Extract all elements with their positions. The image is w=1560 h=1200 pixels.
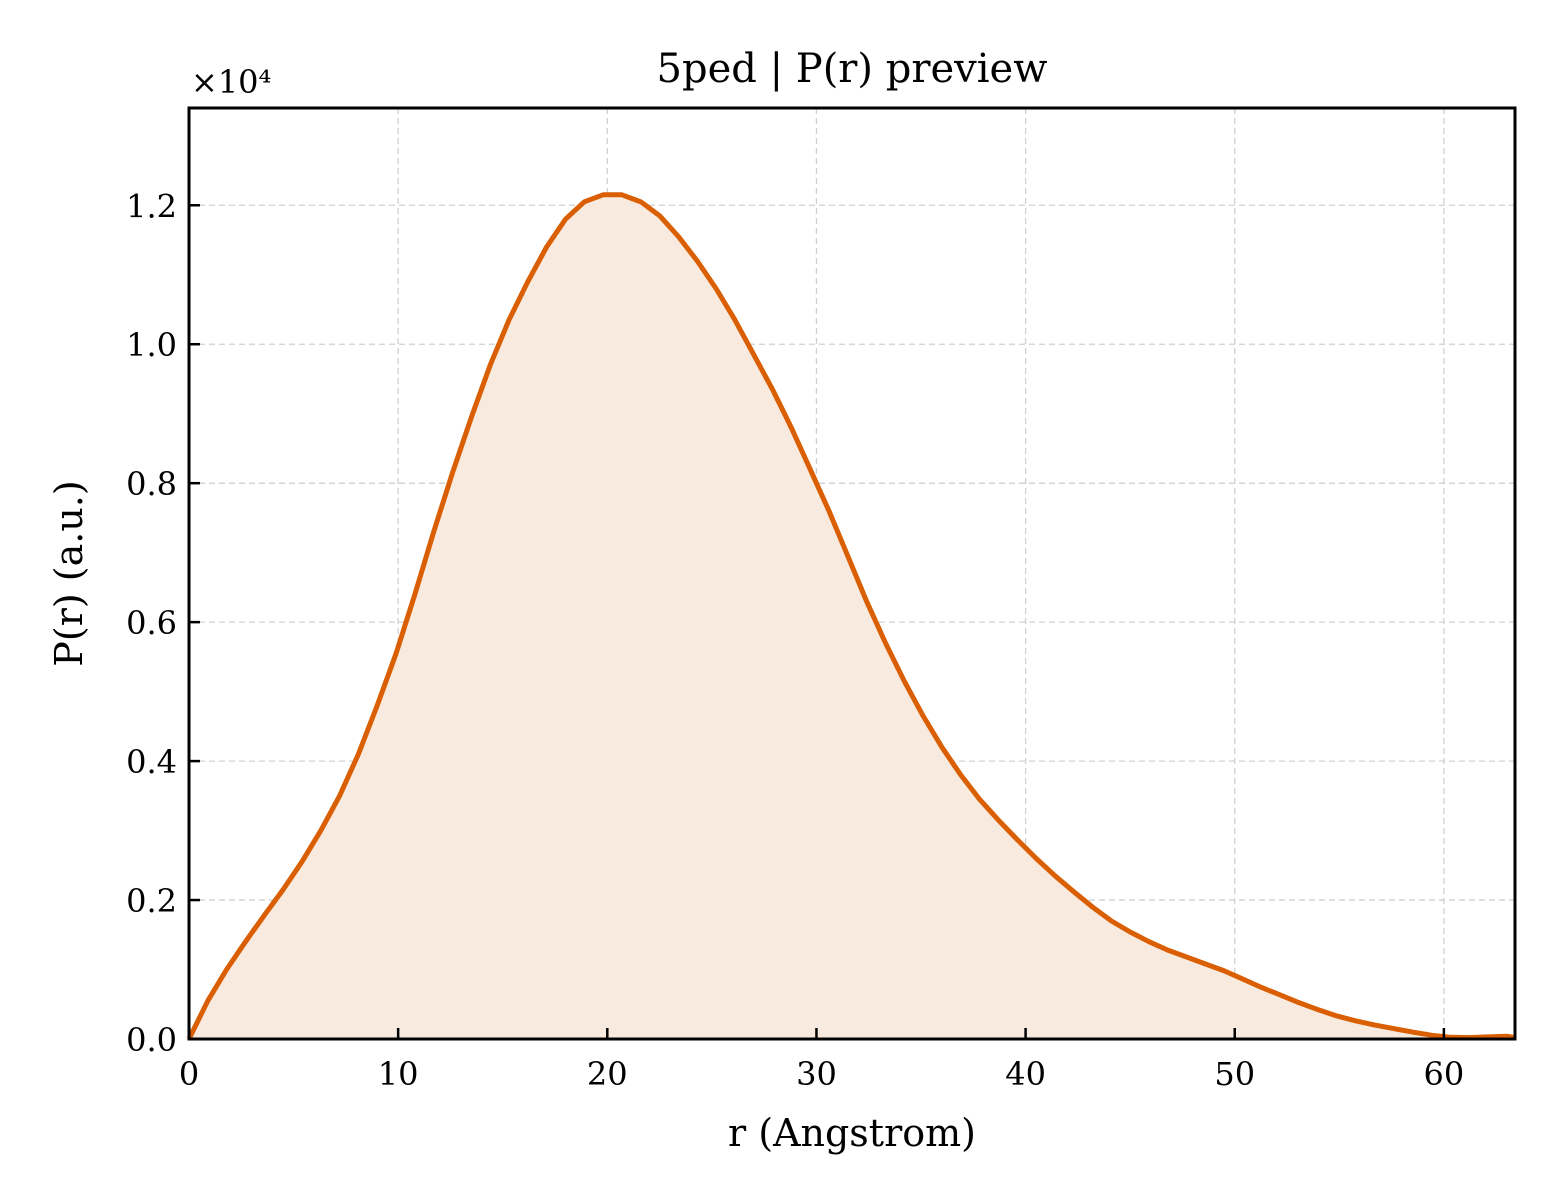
y-axis-multiplier: ×10⁴ [191,63,271,101]
y-tick-label-4: 0.8 [126,465,177,503]
pr-series-line [186,192,1516,1041]
chart-title: 5ped | P(r) preview [657,46,1048,92]
pr-area-fill [189,194,1515,1040]
x-tick-label-6: 60 [1424,1055,1465,1093]
y-tick-label-3: 0.6 [126,604,177,642]
x-tick-label-2: 20 [587,1055,628,1093]
y-tick-label-2: 0.4 [126,743,177,781]
y-tick-label-1: 0.2 [126,882,177,920]
y-tick-label-0: 0.0 [126,1021,177,1059]
x-tick-label-1: 10 [378,1055,419,1093]
axis-ticks [187,204,1446,1041]
x-tick-label-5: 50 [1214,1055,1255,1093]
y-axis-label: P(r) (a.u.) [47,480,91,666]
x-axis-label: r (Angstrom) [728,1111,976,1155]
x-tick-label-4: 40 [1005,1055,1046,1093]
y-tick-label-6: 1.2 [126,187,177,225]
plot-frame [187,106,1517,1041]
x-tick-label-3: 30 [796,1055,837,1093]
x-tick-label-0: 0 [179,1055,199,1093]
tick-labels: 0 10 20 30 40 50 60 0.0 0.2 0.4 0.6 0.8 1.0 1.2 [126,187,1464,1093]
y-tick-label-5: 1.0 [126,326,177,364]
